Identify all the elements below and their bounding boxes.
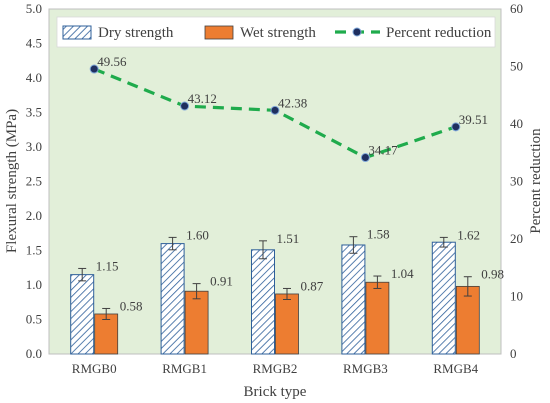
dry-strength-bar — [160, 243, 185, 355]
y2-tick-label: 30 — [510, 174, 523, 189]
dry-strength-bar — [70, 274, 95, 355]
percent-reduction-point — [451, 122, 461, 132]
percent-reduction-point — [89, 64, 99, 74]
wet-value-label: 0.58 — [120, 298, 143, 313]
percent-reduction-point — [360, 153, 370, 163]
line-labels-layer: 49.56 43.12 42.38 34.17 39.51 — [97, 54, 488, 157]
dry-value-label: 1.58 — [367, 227, 390, 242]
y-tick-label: 0.5 — [26, 312, 42, 327]
bar-labels-layer: 1.15 0.58 1.60 0.91 1.51 0.87 1.58 1.04 1.62 0.98 — [96, 227, 504, 314]
wet-value-label: 0.87 — [301, 278, 324, 293]
x-tick-label: RMGB2 — [253, 361, 298, 376]
legend-dry-swatch — [62, 25, 92, 40]
percent-reduction-label: 42.38 — [278, 95, 307, 110]
x-tick-label: RMGB4 — [433, 361, 478, 376]
legend-line-marker — [352, 27, 362, 37]
legend-box — [56, 16, 496, 48]
y2-tick-label: 60 — [510, 1, 523, 16]
wet-strength-bar — [275, 293, 299, 355]
wet-value-label: 0.91 — [210, 274, 233, 289]
y2-axis-title: Percent reduction — [528, 128, 544, 234]
dry-value-label: 1.60 — [186, 227, 209, 242]
y2-tick-label: 10 — [510, 289, 523, 304]
legend-line-label: Percent reduction — [386, 25, 492, 41]
y-tick-label: 4.0 — [26, 70, 42, 85]
percent-reduction-point — [270, 105, 280, 115]
y-axis-title: Flexural strength (MPa) — [4, 109, 20, 253]
line-markers-layer — [89, 64, 461, 163]
y2-tick-label: 0 — [510, 346, 517, 361]
legend-wet-swatch — [204, 25, 234, 40]
y-tick-label: 2.0 — [26, 208, 42, 223]
legend: Dry strength Wet strength Percent reduct… — [56, 16, 496, 48]
x-tick-label: RMGB3 — [343, 361, 388, 376]
percent-reduction-label: 39.51 — [459, 112, 488, 127]
wet-strength-bar — [365, 281, 390, 355]
y-tick-label: 3.0 — [26, 139, 42, 154]
y2-tick-label: 40 — [510, 116, 523, 131]
wet-strength-bar — [184, 290, 209, 355]
wet-value-label: 1.04 — [391, 266, 414, 281]
y-tick-label: 1.5 — [26, 243, 42, 258]
dry-value-label: 1.51 — [277, 231, 300, 246]
dry-value-label: 1.15 — [96, 258, 119, 273]
left-axis-ticks: 0.0 0.5 1.0 1.5 2.0 2.5 3.0 3.5 4.0 4.5 5.0 — [26, 1, 42, 361]
dry-value-label: 1.62 — [457, 227, 480, 242]
percent-reduction-label: 34.17 — [368, 143, 398, 158]
x-axis-title: Brick type — [244, 384, 307, 400]
legend-wet-label: Wet strength — [240, 25, 316, 41]
y2-tick-label: 50 — [510, 59, 523, 74]
y-tick-label: 1.0 — [26, 277, 42, 292]
y-tick-label: 3.5 — [26, 105, 42, 120]
percent-reduction-point — [180, 101, 190, 111]
y-tick-label: 5.0 — [26, 1, 42, 16]
dry-strength-bar — [251, 249, 275, 355]
right-axis-ticks: 0 10 20 30 40 50 60 — [510, 1, 523, 361]
dry-strength-bar — [431, 241, 456, 355]
category-axis-ticks: RMGB0 RMGB1 RMGB2 RMGB3 RMGB4 — [72, 361, 479, 376]
percent-reduction-label: 43.12 — [188, 91, 217, 106]
y-tick-label: 0.0 — [26, 346, 42, 361]
y-tick-label: 4.5 — [26, 36, 42, 51]
x-tick-label: RMGB1 — [162, 361, 207, 376]
y-tick-label: 2.5 — [26, 174, 42, 189]
bars-layer — [70, 241, 480, 355]
wet-value-label: 0.98 — [481, 267, 504, 282]
x-tick-label: RMGB0 — [72, 361, 117, 376]
y2-tick-label: 20 — [510, 231, 523, 246]
error-bars-layer — [78, 236, 472, 320]
percent-reduction-label: 49.56 — [97, 54, 127, 69]
legend-dry-label: Dry strength — [98, 25, 174, 41]
dry-strength-bar — [341, 244, 366, 355]
